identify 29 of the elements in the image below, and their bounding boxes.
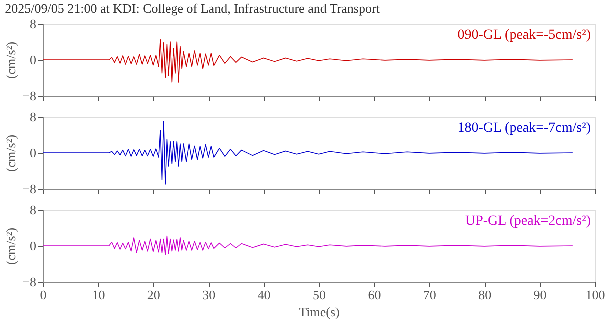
y-tick-label: 0 bbox=[30, 52, 36, 68]
series-label: 090-GL (peak=-5cm/s²) bbox=[458, 28, 592, 43]
x-tick-label: 40 bbox=[258, 288, 271, 302]
x-tick-label: 70 bbox=[423, 288, 436, 302]
line-series bbox=[42, 236, 574, 256]
y-axis-title: (cm/s²) bbox=[4, 134, 19, 172]
x-tick-label: 10 bbox=[92, 288, 106, 302]
x-tick-label: 100 bbox=[586, 288, 606, 302]
y-tick-label: 8 bbox=[30, 202, 36, 218]
x-tick-label: 50 bbox=[313, 288, 326, 302]
y-axis-title: (cm/s²) bbox=[4, 228, 19, 266]
chart-title: 2025/09/05 21:00 at KDI: College of Land, Infrastructure and Transport bbox=[5, 1, 380, 16]
series-label: UP-GL (peak=2cm/s²) bbox=[466, 214, 592, 229]
y-tick-label: 0 bbox=[30, 238, 36, 254]
x-tick-label: 60 bbox=[368, 288, 382, 302]
y-tick-label: 8 bbox=[30, 16, 36, 32]
x-tick-label: 20 bbox=[147, 288, 160, 302]
y-tick-label: 8 bbox=[30, 110, 36, 124]
y-tick-label: −8 bbox=[22, 88, 36, 104]
x-tick-label: 0 bbox=[40, 288, 47, 302]
y-tick-label: −8 bbox=[22, 182, 36, 196]
x-tick-label: 30 bbox=[202, 288, 216, 302]
y-axis-title: (cm/s²) bbox=[4, 42, 19, 80]
x-tick-label: 80 bbox=[478, 288, 492, 302]
x-axis-title: Time(s) bbox=[299, 304, 340, 320]
series-label: 180-GL (peak=-7cm/s²) bbox=[458, 121, 592, 136]
x-tick-label: 90 bbox=[534, 288, 547, 302]
y-tick-label: 0 bbox=[30, 146, 36, 160]
y-tick-label: −8 bbox=[22, 274, 36, 290]
